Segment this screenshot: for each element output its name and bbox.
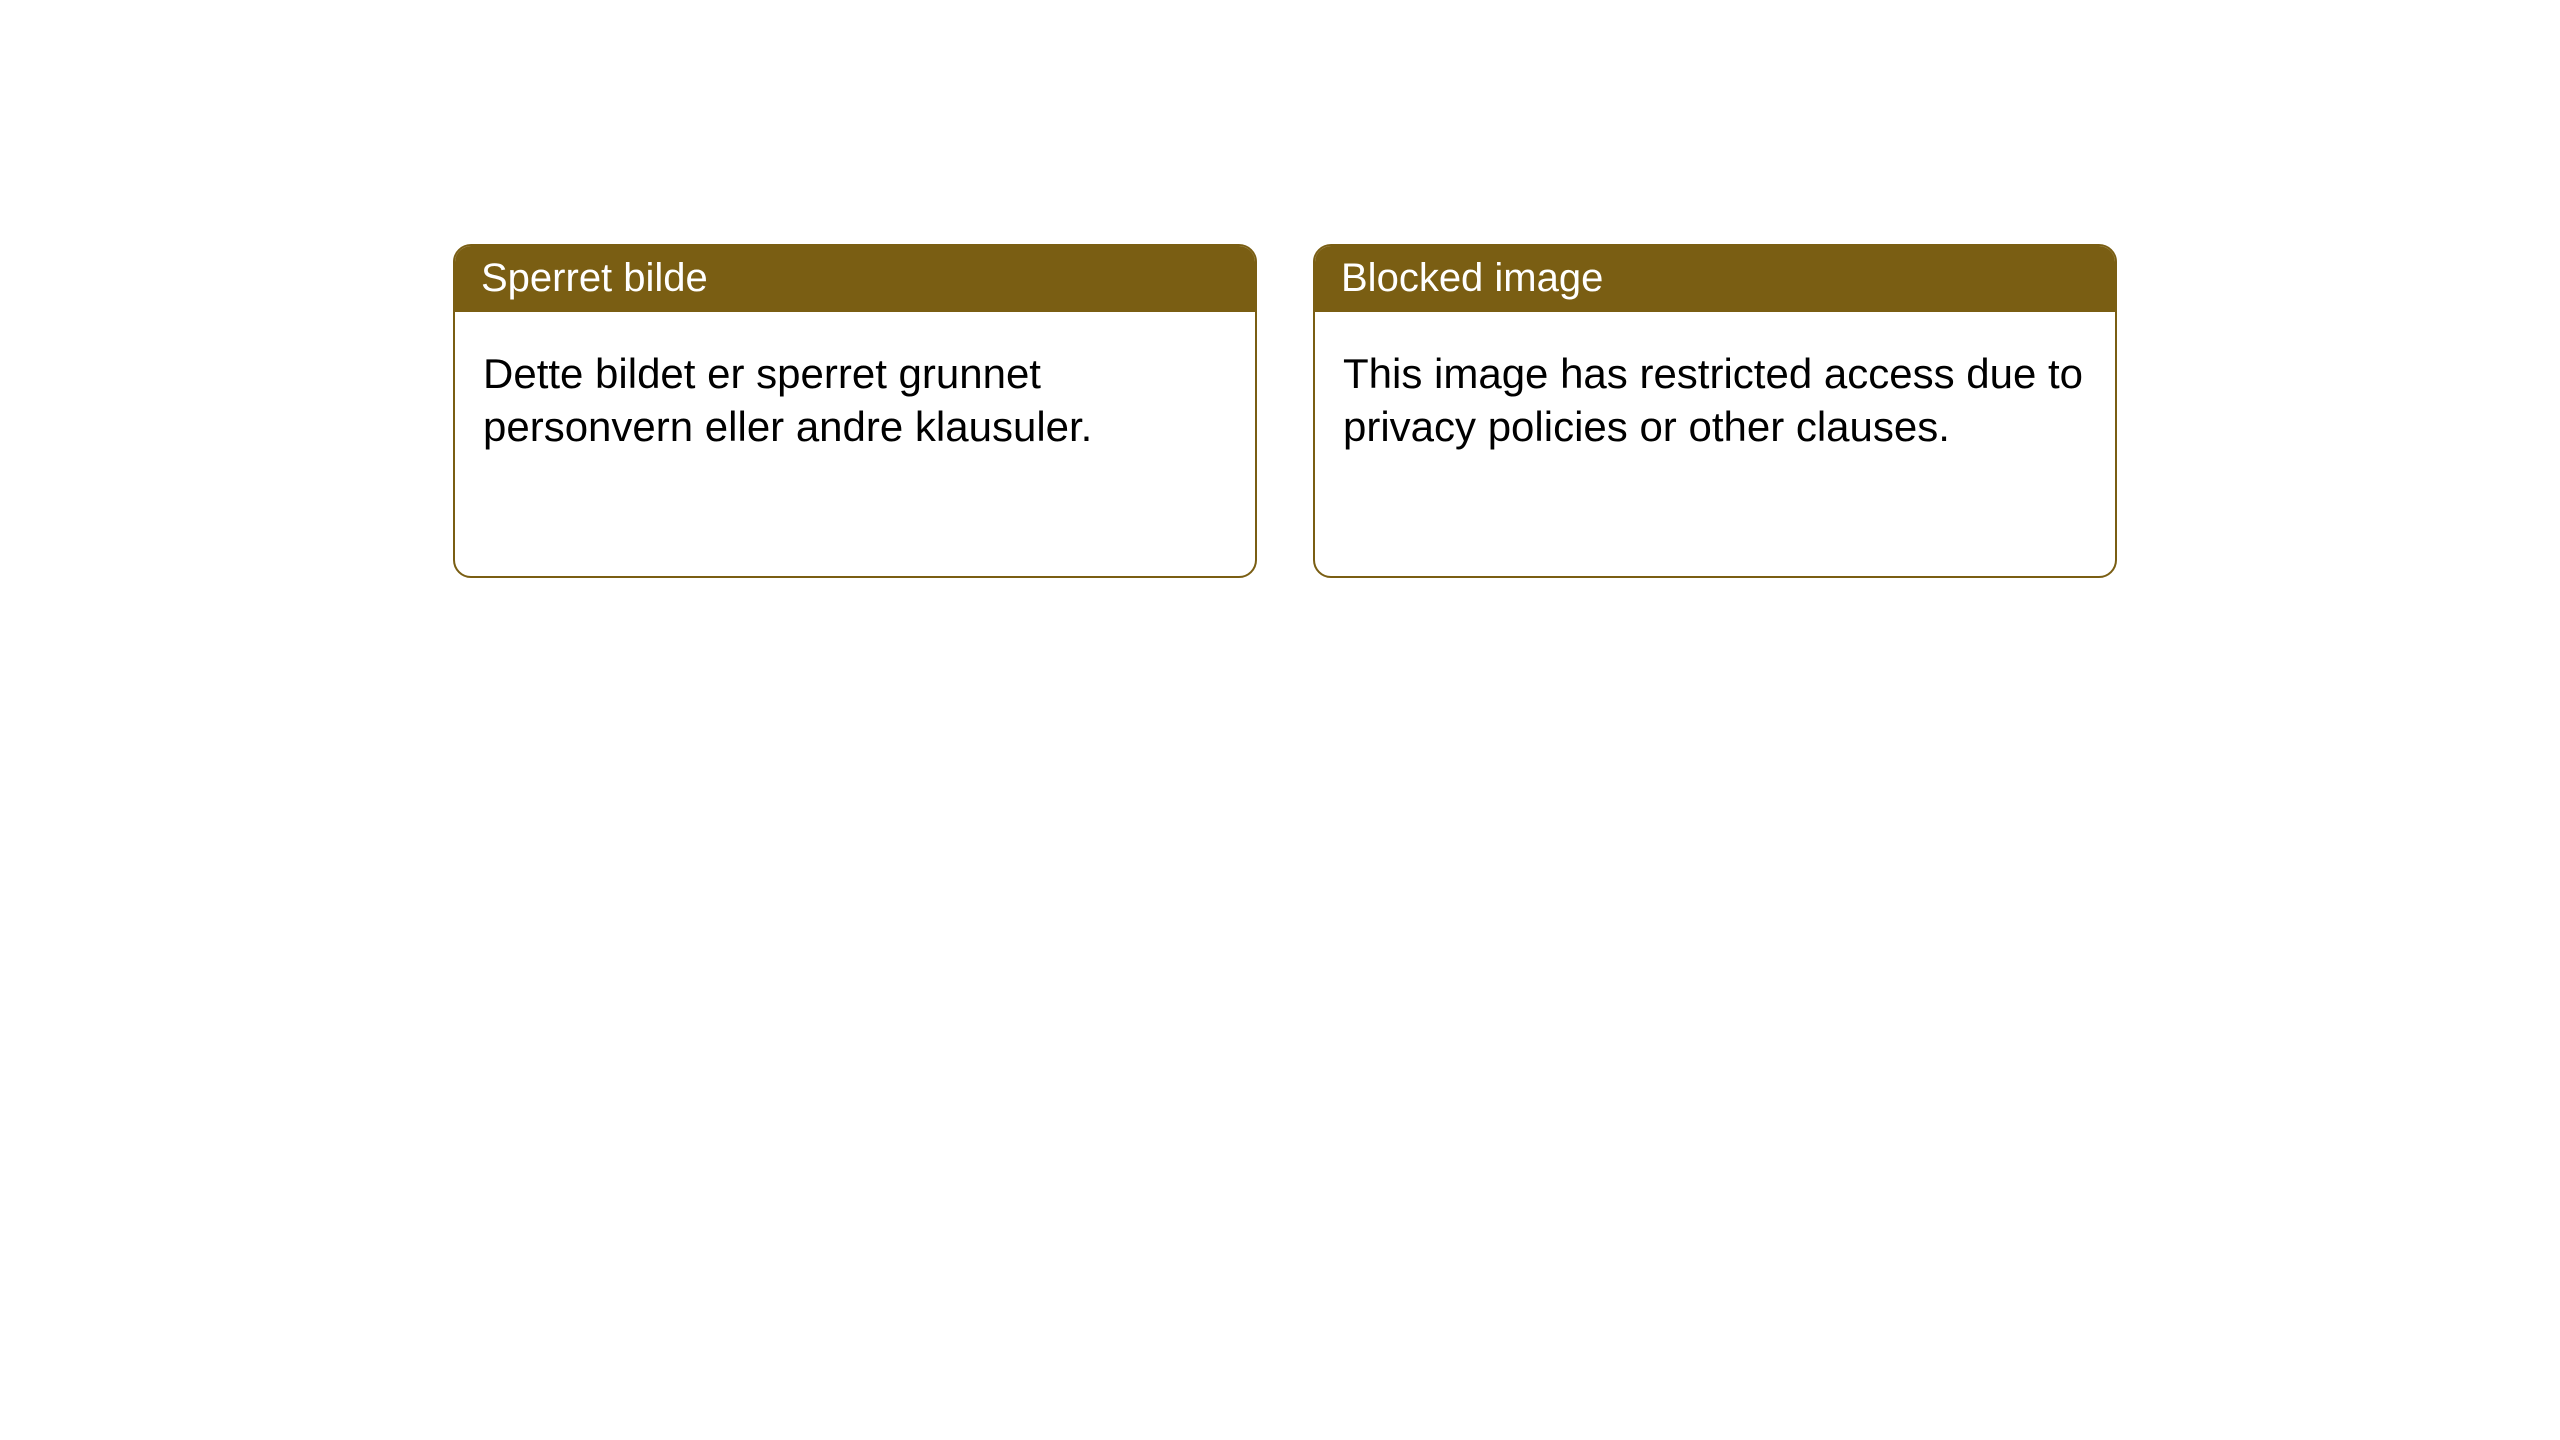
- notice-body-no: Dette bildet er sperret grunnet personve…: [455, 312, 1255, 481]
- notice-container: Sperret bilde Dette bildet er sperret gr…: [0, 0, 2560, 578]
- notice-title-no: Sperret bilde: [455, 246, 1255, 312]
- notice-body-en: This image has restricted access due to …: [1315, 312, 2115, 481]
- notice-title-en: Blocked image: [1315, 246, 2115, 312]
- blocked-image-notice-en: Blocked image This image has restricted …: [1313, 244, 2117, 578]
- blocked-image-notice-no: Sperret bilde Dette bildet er sperret gr…: [453, 244, 1257, 578]
